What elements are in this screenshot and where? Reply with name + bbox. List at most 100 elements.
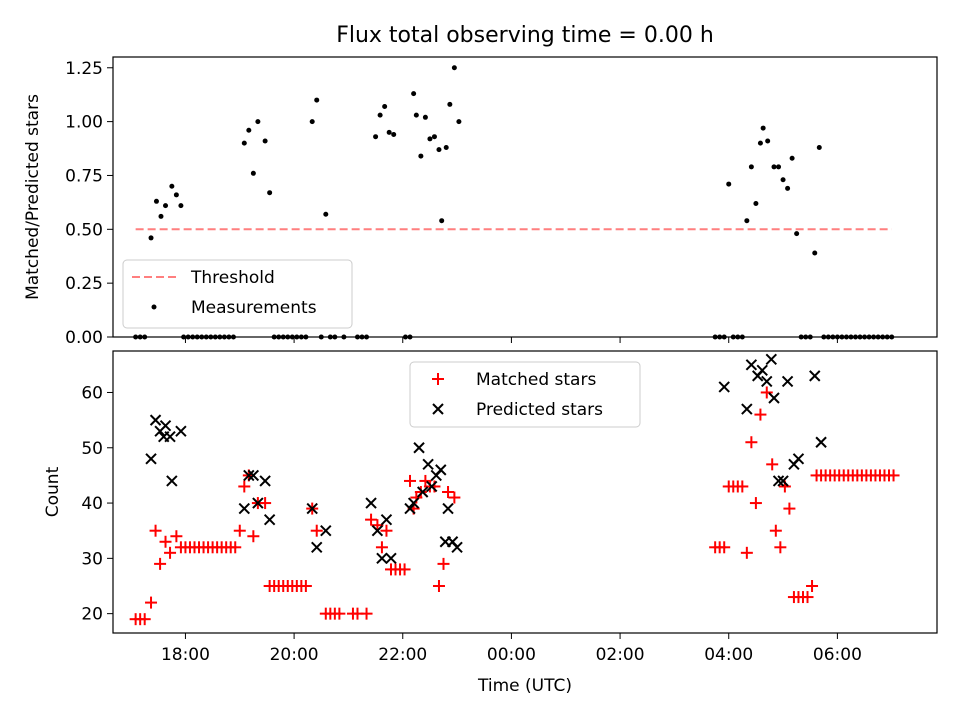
measurement-point: [816, 144, 822, 150]
measurement-point: [456, 119, 462, 125]
matched-star-point: [769, 524, 782, 537]
matched-star-point: [760, 386, 773, 399]
top-plot-area: 0.00 0.25 0.50 0.75 1.00 1.25: [65, 56, 938, 348]
bottom-legend-matched-swatch: [432, 373, 444, 385]
matched-star-point: [432, 580, 445, 592]
measurement-point: [241, 140, 247, 146]
measurement-point: [726, 181, 732, 187]
predicted-star-point: [815, 436, 827, 448]
bottom-x-tick-label: 18:00: [161, 645, 210, 665]
measurement-point: [246, 127, 252, 133]
bottom-plot-area: 20 30 40 50 60 18:00 20:00 22:00 00:00 02:00 04:0…: [81, 350, 938, 665]
predicted-star-point: [435, 464, 447, 476]
predicted-star-point: [164, 430, 176, 443]
matched-star-point: [229, 541, 242, 554]
matched-star-point: [766, 458, 779, 471]
top-legend-measurements-label: Measurements: [191, 298, 317, 318]
measurement-point: [427, 136, 433, 142]
bottom-axes-frame: [112, 350, 938, 634]
bottom-y-tick-label: 40: [81, 494, 103, 514]
predicted-star-point: [442, 502, 454, 515]
top-chart-title: Flux total observing time = 0.00 h: [336, 23, 714, 48]
measurement-point: [173, 192, 179, 198]
top-y-axis-label: Matched/Predicted stars: [23, 94, 43, 300]
matched-star-point: [371, 519, 384, 532]
measurement-point: [169, 183, 175, 189]
matched-star-point: [749, 497, 762, 510]
predicted-star-point: [149, 414, 162, 426]
predicted-star-point: [413, 442, 425, 454]
bottom-legend-predicted-swatch: [432, 403, 444, 415]
matched-star-point: [154, 557, 167, 570]
matched-star-point: [437, 557, 450, 570]
matched-star-point: [149, 524, 162, 537]
matched-star-point: [259, 497, 272, 510]
matched-star-point: [164, 546, 177, 559]
measurement-point: [267, 190, 273, 196]
matched-star-point: [783, 502, 796, 515]
measurement-point: [744, 218, 750, 224]
top-legend-threshold-label: Threshold: [190, 268, 275, 288]
predicted-star-point: [809, 370, 821, 382]
bottom-y-axis: 20 30 40 50 60: [81, 383, 113, 625]
measurement-point: [757, 140, 763, 146]
matched-star-point: [740, 546, 753, 559]
measurement-point: [413, 112, 419, 118]
predicted-star-point: [243, 469, 255, 482]
measurement-point: [443, 144, 449, 150]
measurement-point: [436, 147, 442, 153]
matched-star-point: [414, 486, 427, 498]
predicted-star-point: [385, 552, 397, 565]
measurement-point: [382, 104, 388, 110]
predicted-star-point: [259, 475, 271, 487]
predicted-star-point: [320, 524, 332, 537]
matched-star-point: [310, 524, 323, 537]
bottom-legend-matched-label: Matched stars: [476, 370, 596, 390]
matched-star-point: [736, 480, 749, 493]
predicted-star-point: [145, 453, 157, 465]
bottom-marks: [129, 353, 900, 626]
bottom-y-axis-label: Count: [43, 466, 63, 517]
top-y-tick-label: 0.75: [65, 166, 103, 186]
top-y-tick-label: 0.50: [65, 220, 103, 240]
predicted-star-point: [422, 458, 434, 471]
matched-star-point: [360, 607, 373, 620]
measurement-point: [785, 185, 791, 191]
measurement-point: [765, 138, 771, 144]
bottom-y-tick-label: 20: [81, 605, 103, 625]
measurement-point: [794, 231, 800, 237]
predicted-star-point: [404, 502, 416, 515]
matched-star-point: [404, 474, 417, 487]
predicted-star-point: [718, 381, 730, 393]
bottom-x-axis: 18:00 20:00 22:00 00:00 02:00 04:00 06:00: [161, 633, 862, 665]
matched-star-point: [159, 535, 172, 548]
predicted-star-point: [380, 513, 393, 526]
measurement-point: [255, 119, 261, 125]
matched-star-point: [754, 408, 767, 421]
predicted-star-point: [761, 375, 773, 388]
predicted-star-point: [166, 475, 178, 487]
bottom-x-tick-label: 00:00: [487, 645, 536, 665]
measurement-point: [178, 203, 184, 209]
measurement-point: [323, 211, 329, 217]
measurement-point: [418, 153, 424, 159]
matched-star-point: [380, 524, 393, 537]
predicted-star-point: [371, 524, 384, 537]
predicted-star-point: [263, 513, 276, 526]
measurement-point: [451, 65, 457, 71]
bottom-y-tick-label: 60: [81, 383, 103, 403]
bottom-x-tick-label: 02:00: [596, 645, 645, 665]
measurement-point: [391, 132, 397, 138]
top-y-tick-label: 1.00: [65, 113, 103, 133]
bottom-x-tick-label: 20:00: [270, 645, 319, 665]
predicted-star-point: [781, 375, 794, 388]
matched-star-point: [442, 486, 455, 498]
predicted-star-point: [407, 497, 420, 509]
measurement-point: [153, 198, 159, 204]
bottom-x-tick-label: 04:00: [704, 645, 753, 665]
measurement-point: [314, 97, 320, 103]
measurement-point: [158, 213, 164, 219]
matched-star-point: [375, 541, 388, 554]
measurement-point: [812, 250, 818, 256]
predicted-star-point: [745, 359, 758, 371]
